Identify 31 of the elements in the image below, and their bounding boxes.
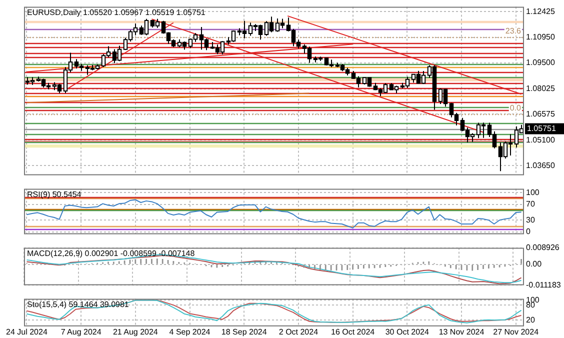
x-tick-label: 27 Nov 2024 — [493, 327, 540, 336]
x-tick-label: 7 Aug 2024 — [60, 327, 102, 336]
ref-line-label: 1.05751 — [527, 124, 556, 133]
y-tick-label: 0.008926 — [526, 243, 560, 252]
x-tick-label: 24 Jul 2024 — [6, 327, 48, 336]
y-tick-label: 70 — [526, 200, 536, 209]
x-tick-label: 4 Sep 2024 — [169, 327, 211, 336]
x-tick-label: 18 Sep 2024 — [221, 327, 268, 336]
y-tick-label: 1.10950 — [526, 32, 556, 42]
x-tick-label: 21 Aug 2024 — [112, 327, 158, 336]
y-tick-label: 0.00 — [526, 260, 542, 269]
x-tick-label: 16 Oct 2024 — [331, 327, 376, 336]
x-tick-label: 30 Oct 2024 — [385, 327, 430, 336]
y-tick-label: 100 — [526, 188, 540, 197]
y-tick-label: 30 — [526, 215, 536, 224]
chart-title: RSI(9) 50.5454 — [27, 190, 82, 200]
y-tick-label: 1.08025 — [526, 84, 556, 94]
chart-title: MACD(12,26,9) 0.002901 -0.008599 -0.007148 — [27, 249, 196, 258]
annotation: 23.6 — [505, 26, 522, 36]
y-tick-label: -0.011183 — [526, 280, 562, 290]
y-tick-label: 1.09500 — [526, 58, 556, 68]
y-tick-label: 1.03650 — [526, 160, 556, 170]
y-tick-label: 1.05100 — [526, 135, 556, 144]
annotation: 0.0 — [510, 104, 522, 113]
y-tick-label: 0 — [526, 227, 531, 236]
y-tick-label: 20 — [526, 315, 536, 324]
x-tick-label: 2 Oct 2024 — [278, 327, 319, 336]
y-tick-label: 1.06575 — [526, 109, 556, 118]
y-tick-label: 1.12425 — [526, 6, 556, 16]
chart-title: EURUSD,Daily 1.05520 1.05967 1.05519 1.05751 — [27, 8, 206, 18]
x-tick-label: 13 Nov 2024 — [438, 327, 485, 336]
